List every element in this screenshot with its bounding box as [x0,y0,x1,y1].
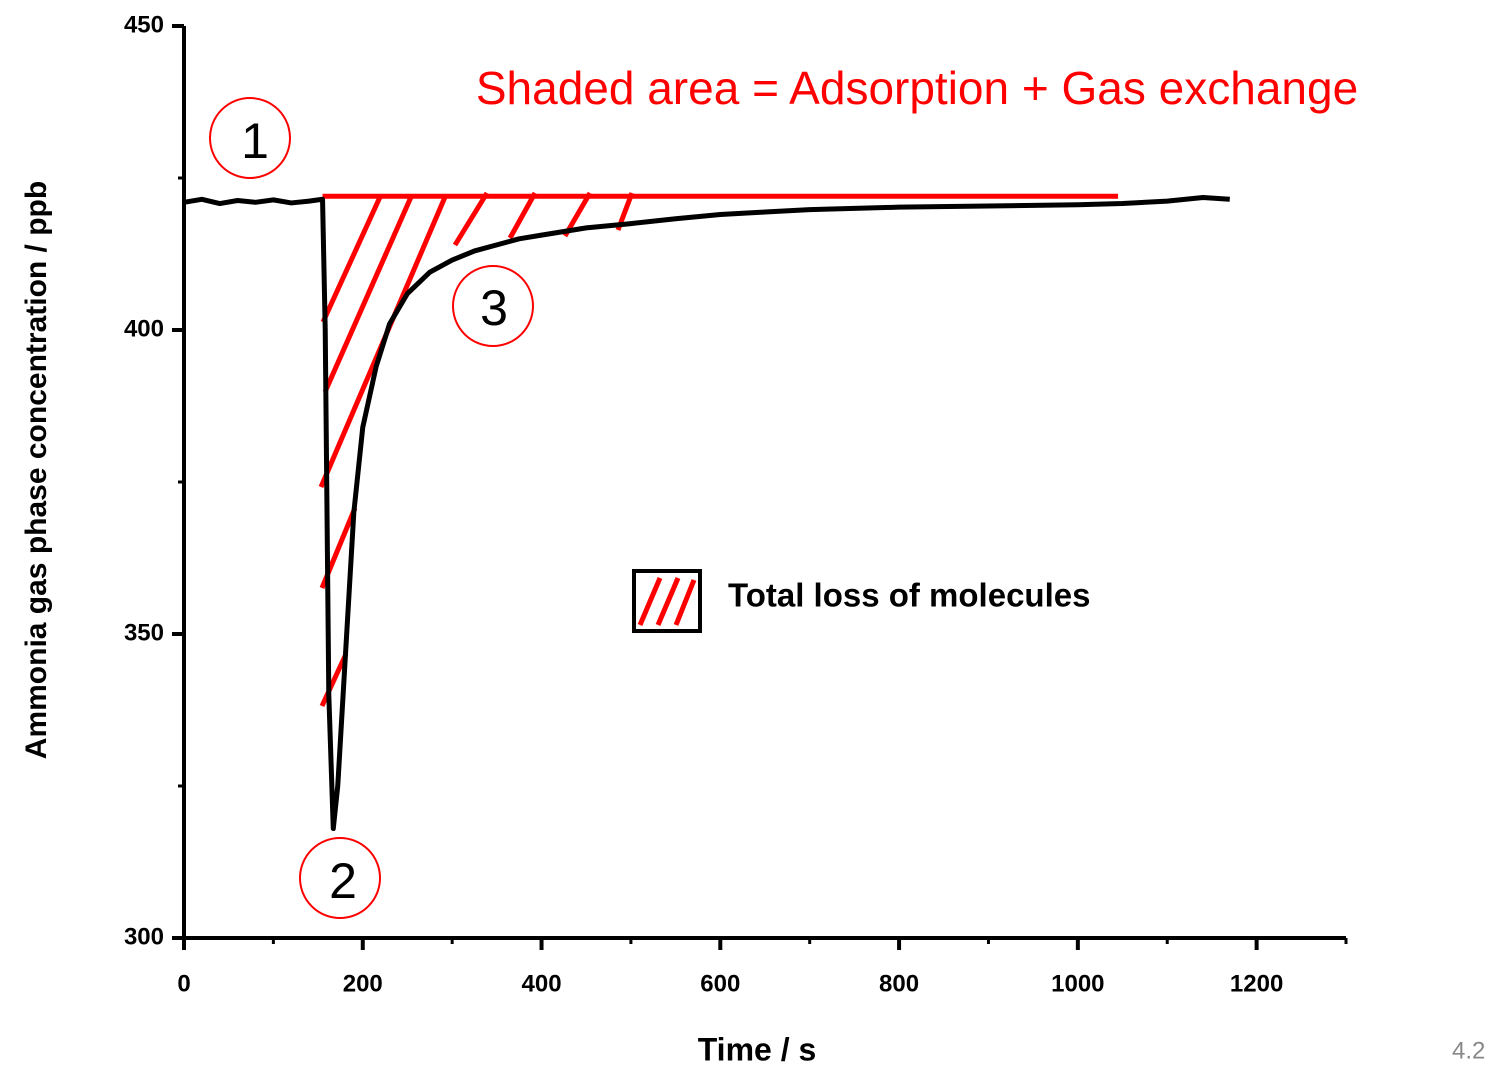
circle [452,265,534,347]
y-axis-label: Ammonia gas phase concentration / ppb [20,181,53,759]
annotation: 3 [480,280,508,336]
page-number: 4.2 [1452,1037,1485,1064]
legend-label: Total loss of molecules [728,577,1090,614]
annotation: 2 [329,853,357,909]
x-tick-label: 0 [177,970,190,997]
hatch [318,191,635,708]
annotation: 1 [241,113,269,169]
y-tick-label: 450 [124,11,164,38]
x-tick-label: 800 [879,970,919,997]
y-tick-label: 300 [124,923,164,950]
circle [299,837,381,919]
annotation: Shaded area = Adsorption + Gas exchange [476,62,1358,114]
x-tick-label: 200 [343,970,383,997]
circle [209,97,291,179]
data-line [183,194,1230,832]
x-axis-label: Time / s [698,1031,817,1067]
legend: Total loss of molecules [632,569,1090,633]
x-tick-label: 600 [700,970,740,997]
y-tick-label: 350 [124,619,164,646]
y-tick-label: 400 [124,315,164,342]
legend-hatch [637,577,697,626]
x-tick-label: 400 [522,970,562,997]
x-tick-label: 1200 [1230,970,1283,997]
circles [209,97,534,919]
x-tick-label: 1000 [1051,970,1104,997]
